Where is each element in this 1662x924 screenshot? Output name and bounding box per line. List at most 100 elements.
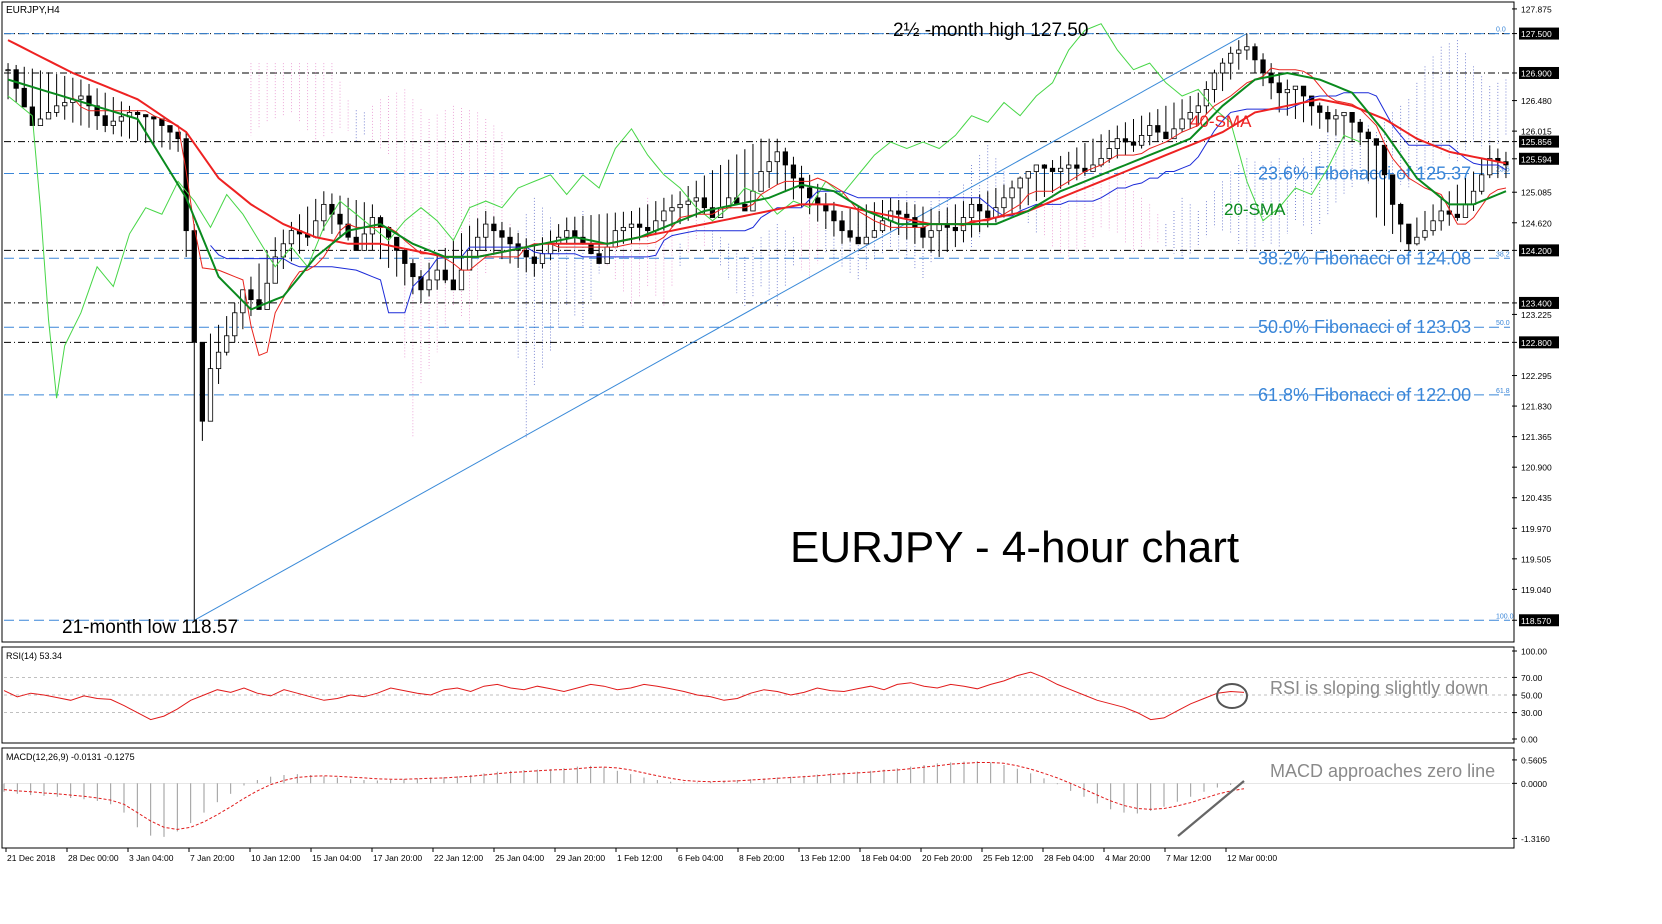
candle-body	[207, 368, 214, 422]
low-annotation: 21-month low 118.57	[62, 617, 238, 638]
time-tick-label: 22 Jan 12:00	[434, 853, 483, 863]
candle-body	[855, 236, 861, 245]
macd-title: MACD(12,26,9) -0.0131 -0.1275	[6, 752, 135, 762]
candle-body	[1138, 134, 1145, 146]
candle-body	[37, 118, 44, 126]
price-tick-label: 121.365	[1521, 432, 1552, 442]
price-tick-label: 125.594	[1521, 154, 1552, 164]
candle-body	[604, 246, 610, 264]
rsi-tick-label: 0.00	[1521, 735, 1538, 745]
candle-body	[1454, 213, 1460, 218]
chikou-line	[7, 23, 1361, 399]
candle-body	[394, 236, 400, 251]
rsi-panel: RSI(14) 53.34 100.0070.0050.0030.000.00 …	[1, 646, 1547, 745]
rsi-highlight-circle	[1216, 683, 1248, 709]
candle-body	[904, 213, 910, 218]
candle-body	[288, 230, 295, 245]
candle-body	[191, 230, 197, 343]
candle-body	[313, 220, 319, 238]
candle-body	[952, 226, 958, 232]
candle-body	[110, 120, 116, 126]
candle-body	[912, 217, 918, 228]
time-tick-label: 8 Feb 20:00	[739, 853, 785, 863]
candle-body	[1130, 141, 1137, 146]
price-tick-label: 124.620	[1521, 218, 1552, 228]
candle-body	[1155, 125, 1161, 133]
candle-body	[499, 230, 505, 238]
fib-tag: 23.6	[1496, 167, 1510, 174]
candle-body	[458, 269, 465, 291]
candle-body	[1171, 128, 1177, 140]
candle-body	[434, 269, 440, 281]
candle-body	[669, 207, 675, 212]
fibonacci-levels: 0.0 23.6 23.6% Fibonacci of 125.37 38.2 38.2…	[4, 27, 1514, 621]
candle-body	[661, 210, 667, 222]
candle-body	[450, 279, 456, 291]
candle-body	[475, 236, 481, 251]
candle-body	[1349, 112, 1355, 123]
candle-body	[831, 210, 837, 222]
candle-body	[1317, 105, 1323, 113]
candle-body	[1325, 112, 1331, 120]
candle-body	[807, 187, 813, 199]
price-tag-bg	[1519, 244, 1559, 257]
symbol-label: EURJPY,H4	[6, 5, 60, 16]
macd-axis: 0.5605 0.0000 -1.3160	[1512, 755, 1550, 844]
candle-body	[1292, 85, 1299, 90]
price-tag-bg	[1519, 152, 1559, 165]
candle-body	[442, 269, 448, 281]
candle-body	[645, 226, 651, 232]
price-tick-label: 122.295	[1521, 371, 1552, 381]
fib-tag: 50.0	[1496, 320, 1510, 327]
candle-body	[62, 102, 68, 107]
candle-body	[685, 200, 691, 205]
candle-body	[143, 114, 149, 118]
candle-body	[863, 236, 869, 245]
candle-body	[896, 210, 902, 215]
price-tick-label: 124.200	[1521, 246, 1552, 256]
price-tick-label: 118.570	[1521, 616, 1551, 626]
price-tag-bg	[1519, 135, 1559, 148]
candle-body	[1462, 203, 1469, 218]
candle-body	[620, 226, 627, 232]
price-tag-bg	[1519, 336, 1559, 349]
candle-body	[1430, 220, 1436, 232]
candle-body	[272, 256, 278, 284]
time-tick-label: 3 Jan 04:00	[129, 853, 174, 863]
candle-body	[1122, 138, 1129, 143]
candle-body	[968, 203, 975, 218]
candle-body	[1381, 144, 1388, 176]
price-tag-bg	[1519, 66, 1559, 79]
candle-body	[1228, 52, 1234, 64]
candle-body	[329, 203, 335, 215]
chart-title: EURJPY - 4-hour chart	[790, 523, 1239, 572]
sma40-label: 40-SMA	[1190, 112, 1252, 131]
candle-body	[13, 69, 19, 89]
candle-body	[531, 256, 537, 264]
candle-body	[215, 351, 222, 370]
fib-label: 38.2% Fibonacci of 124.08	[1258, 248, 1471, 268]
time-tick-label: 15 Jan 04:00	[312, 853, 361, 863]
candle-body	[1414, 236, 1420, 245]
candle-body	[54, 105, 60, 113]
candle-body	[1422, 230, 1428, 238]
candle-body	[1033, 164, 1039, 172]
candle-body	[782, 151, 788, 166]
price-tick-label: 126.480	[1521, 96, 1552, 106]
candle-body	[78, 95, 84, 100]
candle-body	[588, 243, 594, 255]
price-tick-label: 125.085	[1521, 188, 1552, 198]
candle-body	[337, 213, 343, 225]
rsi-tick-label: 100.00	[1521, 647, 1547, 657]
candle-body	[985, 210, 991, 218]
candle-body	[1300, 85, 1307, 97]
time-tick-label: 13 Feb 12:00	[800, 853, 850, 863]
price-tick-label: 127.500	[1521, 29, 1552, 39]
candle-body	[596, 253, 602, 264]
candle-body	[1106, 148, 1112, 159]
price-tick-label: 122.800	[1521, 338, 1552, 348]
macd-panel: MACD(12,26,9) -0.0131 -0.1275 0.5605 0.00…	[1, 747, 1550, 849]
candle-body	[1147, 125, 1153, 136]
candle-body	[1041, 164, 1048, 169]
candle-body	[693, 197, 699, 202]
